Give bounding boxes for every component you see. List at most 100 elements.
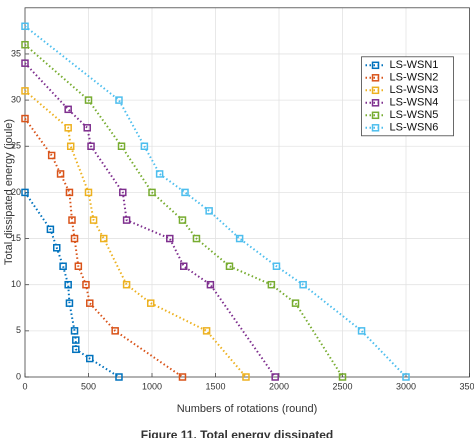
x-tick-label: 1500 <box>205 381 225 391</box>
legend-marker <box>371 86 380 95</box>
data-point <box>115 373 123 381</box>
x-tick-label: 0 <box>22 381 27 391</box>
data-point <box>86 299 94 307</box>
data-point <box>72 345 80 354</box>
data-point <box>64 105 72 114</box>
y-tick-label: 15 <box>11 233 21 243</box>
data-point <box>148 188 156 197</box>
data-point <box>242 373 250 381</box>
legend-label: LS-WSN6 <box>390 122 439 134</box>
data-point <box>122 216 131 224</box>
data-point <box>181 188 189 197</box>
data-point <box>84 188 93 197</box>
y-tick-label: 5 <box>16 325 21 335</box>
data-point <box>21 87 29 95</box>
data-point <box>64 280 72 289</box>
x-tick-label: 1000 <box>142 381 162 391</box>
data-point <box>119 188 127 197</box>
legend: LS-WSN1LS-WSN2LS-WSN3LS-WSN4LS-WSN5LS-WS… <box>361 56 454 137</box>
data-point <box>46 225 55 234</box>
y-tick-label: 10 <box>11 279 21 289</box>
legend-marker <box>371 111 380 120</box>
data-point <box>206 280 215 289</box>
data-point <box>271 373 279 381</box>
legend-label: LS-WSN5 <box>390 109 439 121</box>
data-point <box>122 280 131 289</box>
data-point <box>202 327 211 335</box>
data-point <box>205 207 213 215</box>
legend-label: LS-WSN1 <box>390 59 439 71</box>
data-point <box>21 22 29 31</box>
data-point <box>111 327 119 335</box>
data-point <box>21 114 29 123</box>
legend-marker <box>371 74 380 82</box>
x-axis-label: Numbers of rotations (round) <box>177 403 318 415</box>
data-point <box>178 216 187 224</box>
data-point <box>225 262 234 270</box>
data-point <box>59 262 67 270</box>
data-point <box>267 280 276 289</box>
data-point <box>53 244 61 252</box>
data-point <box>65 299 74 307</box>
data-point <box>68 216 76 224</box>
data-point <box>83 124 91 132</box>
x-tick-label: 2000 <box>269 381 289 391</box>
legend-label: LS-WSN2 <box>390 72 439 84</box>
data-point <box>56 170 65 178</box>
data-point <box>180 262 188 270</box>
data-point <box>64 124 72 132</box>
data-point <box>86 354 94 363</box>
data-point <box>166 234 174 243</box>
legend-box <box>361 56 454 137</box>
data-point <box>338 373 347 381</box>
data-point <box>21 40 29 49</box>
x-tick-label: 3500 <box>459 381 474 391</box>
data-point <box>155 170 164 178</box>
series-line <box>24 90 247 378</box>
data-point <box>66 142 75 150</box>
series-line <box>24 117 184 378</box>
legend-label: LS-WSN4 <box>390 97 439 109</box>
y-axis-label: Total dissipated energy (joule) <box>3 119 15 265</box>
data-point <box>82 280 90 289</box>
data-point <box>65 188 74 197</box>
data-point <box>74 262 83 270</box>
data-point <box>140 142 149 150</box>
data-point <box>291 299 300 307</box>
data-point <box>402 373 410 381</box>
legend-label: LS-WSN3 <box>390 84 439 96</box>
y-tick-label: 20 <box>11 187 21 197</box>
data-point <box>192 234 201 243</box>
legend-marker <box>371 61 380 70</box>
data-point <box>70 234 79 243</box>
data-point <box>47 151 56 160</box>
y-tick-label: 30 <box>11 94 21 104</box>
data-point <box>299 280 307 289</box>
y-tick-label: 0 <box>16 371 21 381</box>
data-point <box>115 96 123 104</box>
data-point <box>146 299 155 307</box>
data-point <box>89 216 98 224</box>
data-point <box>84 96 93 104</box>
data-point <box>357 327 366 335</box>
data-point <box>87 142 95 150</box>
caption: Figure 11. Total energy dissipated <box>141 428 334 438</box>
series-line <box>24 43 344 378</box>
data-point <box>235 234 244 243</box>
data-point <box>70 327 79 335</box>
y-tick-label: 25 <box>11 141 21 151</box>
data-point <box>21 188 29 197</box>
data-point <box>72 336 80 344</box>
x-tick-label: 2500 <box>332 381 352 391</box>
legend-marker <box>371 99 380 107</box>
x-tick-label: 3000 <box>396 381 416 391</box>
data-point <box>272 262 281 270</box>
data-point <box>21 59 29 67</box>
legend-marker <box>371 124 380 132</box>
data-point <box>117 142 126 150</box>
y-tick-label: 35 <box>11 48 21 58</box>
series-line <box>24 62 277 378</box>
data-point <box>99 234 108 243</box>
x-tick-label: 500 <box>81 381 96 391</box>
